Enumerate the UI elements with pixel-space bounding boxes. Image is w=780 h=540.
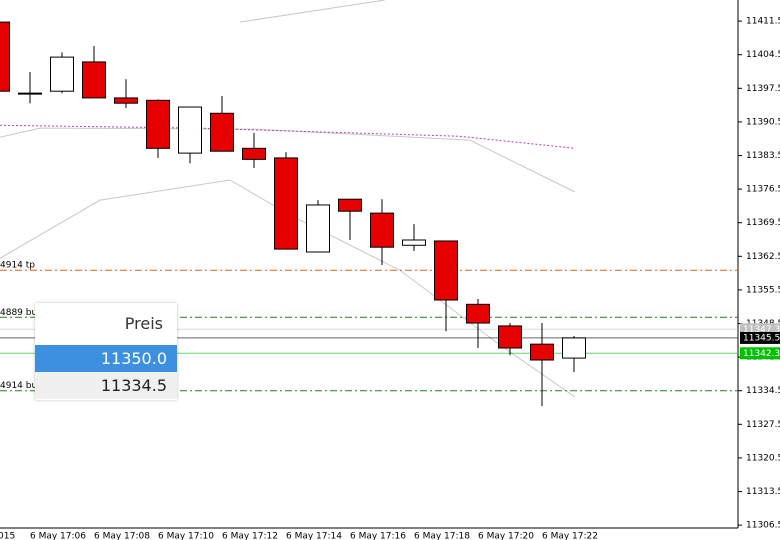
x-tick-label: 6 May 17:16 (350, 532, 406, 540)
candle-body (114, 97, 138, 104)
candle-body (82, 61, 106, 99)
popup-header: Preis (124, 314, 163, 333)
order-label: 4889 buy (0, 308, 43, 318)
order-label: 4914 buy (0, 381, 43, 391)
x-tick-label: 6 May 17:08 (94, 532, 150, 540)
candle-body (402, 239, 426, 246)
candle-body (0, 21, 10, 92)
x-tick-label: 6 May 17:20 (478, 532, 534, 540)
order-label: 4914 tp (0, 261, 35, 271)
price-tag-label: 11342.3 (743, 349, 780, 359)
price-tag-label: 11347.3 (743, 325, 780, 335)
candle-body (242, 147, 266, 160)
y-tick-label: 11369.5 (746, 218, 780, 228)
popup-item[interactable]: 11334.5 (35, 372, 177, 399)
y-tick-label: 11404.5 (746, 50, 780, 60)
candle-body (274, 157, 298, 250)
y-tick-label: 11355.5 (746, 285, 780, 295)
x-tick-label: 6 May 17:06 (30, 532, 86, 540)
candle-body (434, 240, 458, 301)
candle-body (498, 325, 522, 349)
price-popup: Preis 11350.0 11334.5 (35, 303, 177, 400)
candle-body (50, 56, 74, 92)
x-tick-label: 6 May 17:14 (286, 532, 342, 540)
y-tick-label: 11334.5 (746, 386, 780, 396)
x-tick-label: 6 May 17:12 (222, 532, 278, 540)
y-tick-label: 11313.5 (746, 487, 780, 497)
x-tick-label: 6 May 17:10 (158, 532, 214, 540)
indicator-line (239, 0, 385, 23)
price-tag (740, 331, 780, 344)
y-tick-label: 11306.5 (746, 521, 780, 531)
x-tick-label: 6 May 17:22 (542, 532, 598, 540)
candle-body (210, 112, 234, 152)
y-tick-label: 11376.5 (746, 185, 780, 195)
candle-body (306, 204, 330, 253)
y-tick-label: 11383.5 (746, 151, 780, 161)
candle-body (146, 99, 170, 149)
y-tick-label: 11362.5 (746, 252, 780, 262)
x-tick-label: 6 May 17:18 (414, 532, 470, 540)
indicator-line (0, 124, 576, 149)
y-tick-label: 11397.5 (746, 84, 780, 94)
candle-body (178, 106, 202, 154)
y-tick-label: 11327.5 (746, 420, 780, 430)
x-tick-label: 015 (0, 532, 15, 540)
y-tick-label: 11390.5 (746, 117, 780, 127)
popup-item[interactable]: 11350.0 (35, 345, 177, 372)
y-tick-label: 11320.5 (746, 453, 780, 463)
candle-body (370, 212, 394, 248)
candle-body (466, 303, 490, 324)
y-tick-label: 11411.5 (746, 17, 780, 27)
candle-body (562, 337, 586, 359)
price-tag (740, 347, 780, 360)
indicator-line (0, 127, 576, 193)
candle-body (338, 198, 362, 212)
candle-body (530, 343, 554, 361)
candle-body (18, 92, 42, 95)
price-tag-label: 11345.5 (743, 333, 780, 343)
